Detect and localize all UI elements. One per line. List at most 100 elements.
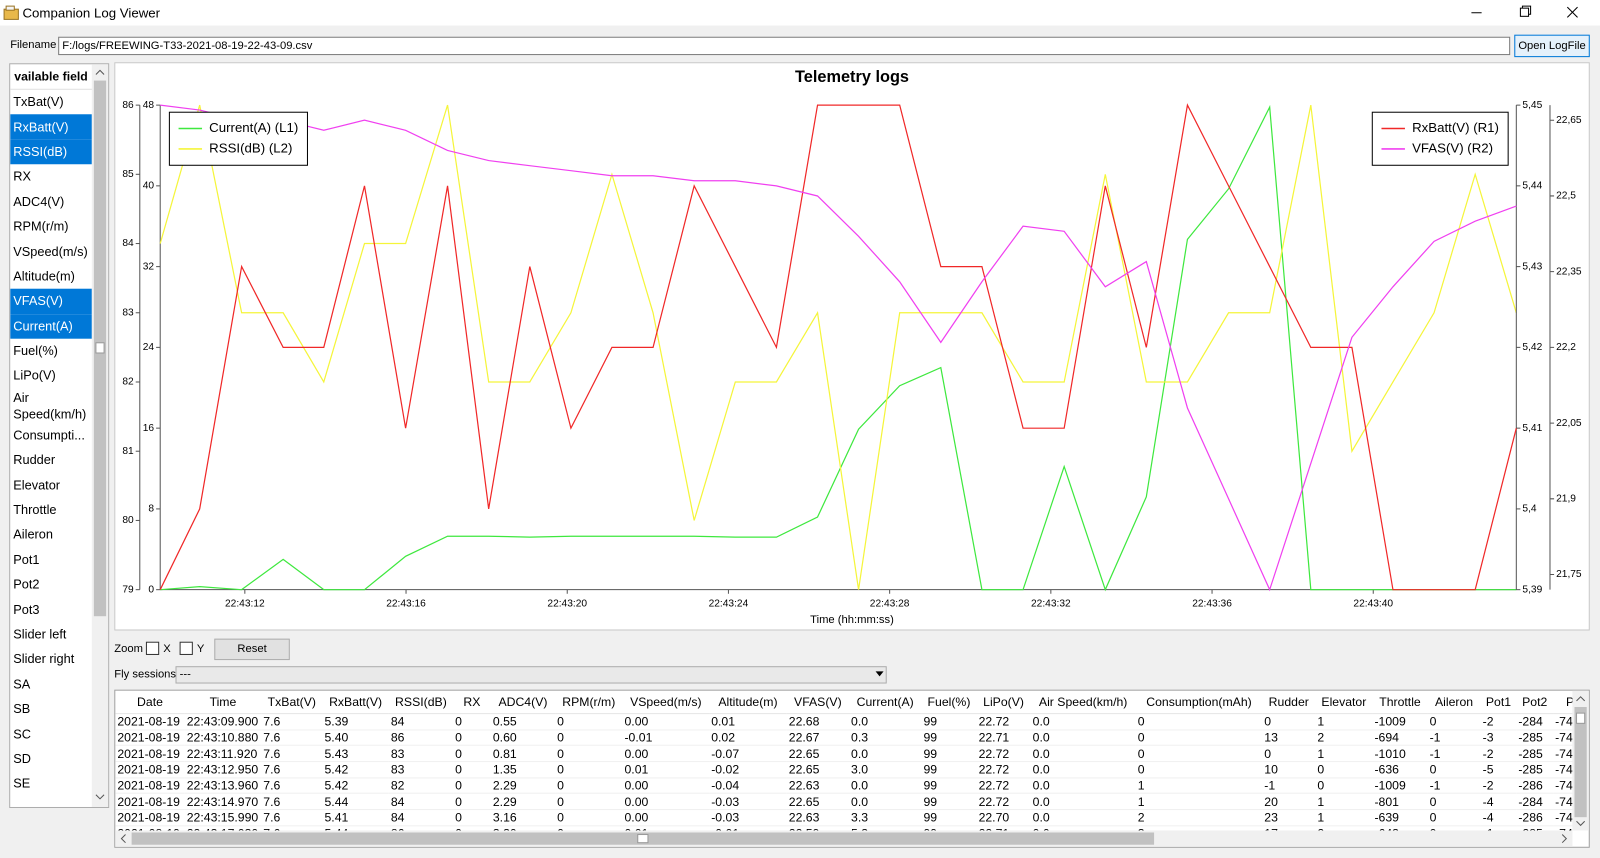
field-item[interactable]: SE	[10, 771, 92, 796]
column-header: Aileron	[1427, 690, 1481, 715]
y-tick-label: 22,35	[1556, 266, 1582, 277]
field-item[interactable]: RX	[10, 164, 92, 189]
table-cell: 22.67	[786, 729, 849, 747]
fly-sessions-combo[interactable]: ---	[175, 666, 887, 684]
field-item[interactable]: Current(A)	[10, 313, 92, 339]
table-cell: 22:43:11.920	[184, 745, 262, 763]
chart-frame	[114, 62, 1590, 631]
table-cell: 86	[388, 729, 454, 747]
table-cell: -1010	[1372, 745, 1428, 763]
table-cell: 0.0	[1030, 809, 1136, 827]
field-item[interactable]: SA	[10, 672, 92, 697]
field-item[interactable]: VFAS(V)	[10, 288, 92, 314]
table-cell: 3.16	[490, 809, 556, 827]
field-item[interactable]: Elevator	[10, 473, 92, 498]
table-cell: 0.01	[709, 713, 787, 731]
table-cell: -636	[1372, 761, 1428, 779]
field-item[interactable]: Slider right	[10, 647, 92, 672]
field-item[interactable]: VSpeed(m/s)	[10, 239, 92, 264]
legend-label: Current(A) (L1)	[209, 120, 298, 135]
vertical-scrollbar[interactable]	[1572, 690, 1589, 831]
table-cell: 0.0	[1030, 793, 1136, 811]
field-item[interactable]: SC	[10, 722, 92, 747]
field-item[interactable]: Altitude(m)	[10, 264, 92, 289]
field-item[interactable]: Pot1	[10, 547, 92, 572]
field-item[interactable]: Slider left	[10, 622, 92, 647]
table-row[interactable]: 2021-08-19 22:43:11.920 7.6 5.43 83 0 0.81 0 0.0…	[115, 745, 1573, 763]
table-row[interactable]: 2021-08-19 22:43:10.880 7.6 5.40 86 0 0.60 0 -0.…	[115, 729, 1573, 747]
table-cell: -74	[1553, 713, 1573, 731]
table-cell: 22.63	[786, 809, 849, 827]
field-label: SB	[13, 702, 31, 717]
field-item[interactable]: ADC4(V)	[10, 189, 92, 214]
table-cell: 0	[555, 793, 623, 811]
table-cell: -1009	[1372, 713, 1428, 731]
horizontal-scrollbar[interactable]	[115, 830, 1573, 847]
field-item[interactable]: Fuel(%)	[10, 339, 92, 364]
table-row[interactable]: 2021-08-19 22:43:15.990 7.6 5.41 84 0 3.16 0 0.0…	[115, 809, 1573, 827]
field-item[interactable]: SB	[10, 697, 92, 722]
table-cell: 7.6	[261, 809, 323, 827]
table-cell: 5.40	[322, 729, 389, 747]
table-cell: 2	[1315, 825, 1373, 831]
table-cell: 1	[1315, 713, 1373, 731]
table-cell: 99	[921, 825, 977, 831]
table-cell: -4	[1480, 809, 1517, 827]
field-label: Pot2	[13, 577, 40, 592]
field-item[interactable]: RxBatt(V)	[10, 114, 92, 140]
series-line	[160, 104, 1517, 592]
zoom-x-checkbox[interactable]	[145, 641, 160, 655]
chart: Telemetry logs Time (hh:mm:ss) 22:43:12 2…	[122, 68, 1582, 626]
table-row[interactable]: 2021-08-19 22:43:09.900 7.6 5.39 84 0 0.55 0 0.0…	[115, 713, 1573, 731]
table-cell: 1.35	[490, 761, 556, 779]
field-label: RSSI(dB)	[13, 144, 68, 160]
table-cell: 3.0	[848, 761, 922, 779]
table-cell: 0.81	[490, 745, 556, 763]
field-item[interactable]: Pot3	[10, 597, 92, 622]
scrollbar[interactable]	[91, 64, 109, 807]
table-cell: -5	[1480, 761, 1517, 779]
table-viewport: Date Time TxBat(V) RxBatt(V) RSSI(dB) RX ADC4(…	[115, 690, 1573, 831]
table-cell: 2021-08-19	[115, 729, 185, 747]
table-row[interactable]: 2021-08-19 22:43:12.950 7.6 5.42 83 0 1.35 0 0.0…	[115, 761, 1573, 779]
table-cell: 2	[1135, 809, 1263, 827]
restore-button[interactable]	[1519, 7, 1530, 17]
field-item[interactable]: Pot2	[10, 572, 92, 597]
table-row[interactable]: 2021-08-19 22:43:14.970 7.6 5.44 84 0 2.29 0 0.0…	[115, 793, 1573, 811]
table-cell: -694	[1372, 729, 1428, 747]
field-item[interactable]: Rudder	[10, 448, 92, 473]
field-list[interactable]: vailable field TxBat(V) RxBatt(V) RSSI(dB)…	[9, 63, 110, 808]
table-cell: 0	[1427, 713, 1481, 731]
field-item[interactable]: RSSI(dB)	[10, 139, 92, 165]
table-cell: 0	[1135, 761, 1263, 779]
x-tick-label: 22:43:32	[1031, 599, 1071, 610]
field-item[interactable]: Aileron	[10, 523, 92, 548]
field-item[interactable]: LiPo(V)	[10, 363, 92, 388]
table-cell: 22.72	[976, 745, 1031, 763]
table-cell: 0	[555, 777, 623, 795]
reset-button[interactable]: Reset	[214, 638, 290, 661]
table-cell: -2	[1480, 713, 1517, 731]
filename-input[interactable]: F:/logs/FREEWING-T33-2021-08-19-22-43-09…	[58, 36, 1511, 56]
field-item[interactable]: Throttle	[10, 498, 92, 523]
open-logfile-button[interactable]: Open LogFile	[1514, 34, 1590, 58]
field-item[interactable]: TxBat(V)	[10, 90, 92, 115]
table-cell: 0.0	[1030, 729, 1136, 747]
zoom-y-checkbox[interactable]	[179, 641, 193, 655]
table-cell: -1009	[1372, 777, 1428, 795]
field-item[interactable]: RPM(r/m)	[10, 214, 92, 239]
table-cell: 0.00	[622, 713, 710, 731]
legend-label: RxBatt(V) (R1)	[1412, 120, 1499, 135]
close-button[interactable]	[1566, 6, 1578, 18]
field-item[interactable]: SD	[10, 747, 92, 772]
table-row[interactable]: 2021-08-19 22:43:13.960 7.6 5.42 82 0 2.29 0 0.0…	[115, 777, 1573, 795]
field-item[interactable]: Consumpti...	[10, 423, 92, 448]
table-cell: -74	[1553, 825, 1573, 831]
field-item[interactable]: Air Speed(km/h)	[10, 388, 92, 423]
table-cell: 0.00	[622, 793, 710, 811]
table-row[interactable]: 2021-08-1922:43:17.0307.65.448603.3000.0…	[115, 825, 1573, 831]
table-cell: 22.65	[786, 761, 849, 779]
field-items: TxBat(V) RxBatt(V) RSSI(dB) RX ADC4(V) RPM(r/…	[10, 90, 92, 797]
table-cell: -74	[1553, 777, 1573, 795]
